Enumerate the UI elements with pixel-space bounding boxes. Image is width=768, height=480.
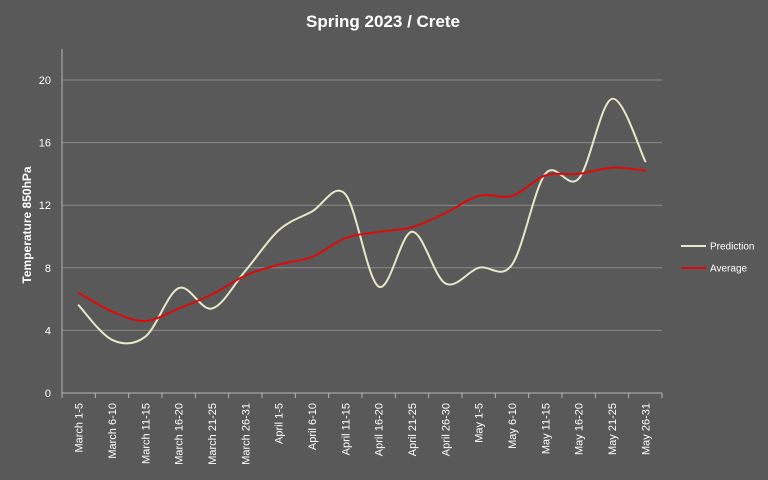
legend-label: Average bbox=[710, 264, 748, 275]
data-point bbox=[544, 174, 546, 176]
x-tick-label: May 1-5 bbox=[474, 403, 486, 443]
data-point bbox=[577, 177, 579, 179]
data-point bbox=[77, 304, 79, 306]
y-tick-label: 12 bbox=[39, 200, 51, 212]
data-point bbox=[244, 274, 246, 276]
y-tick-label: 0 bbox=[45, 388, 51, 400]
data-point bbox=[277, 263, 279, 265]
data-point bbox=[577, 173, 579, 175]
y-axis-label: Temperature 850hPa bbox=[20, 166, 34, 283]
y-tick-label: 20 bbox=[39, 75, 51, 87]
data-point bbox=[144, 335, 146, 337]
x-tick-label: May 11-15 bbox=[540, 403, 552, 454]
data-point bbox=[244, 270, 246, 272]
data-point bbox=[211, 293, 213, 295]
chart-title: Spring 2023 / Crete bbox=[306, 12, 460, 31]
x-tick-label: April 26-30 bbox=[440, 403, 452, 456]
data-point bbox=[77, 292, 79, 294]
x-tick-label: April 16-20 bbox=[374, 403, 386, 456]
data-point bbox=[511, 263, 513, 265]
x-tick-label: April 21-25 bbox=[407, 403, 419, 456]
data-point bbox=[177, 287, 179, 289]
x-tick-label: April 1-5 bbox=[274, 403, 286, 444]
data-point bbox=[644, 170, 646, 172]
data-point bbox=[611, 166, 613, 168]
x-tick-label: March 16-20 bbox=[174, 403, 186, 465]
data-point bbox=[311, 210, 313, 212]
x-tick-label: May 26-31 bbox=[640, 403, 652, 455]
y-tick-label: 16 bbox=[39, 138, 51, 150]
data-point bbox=[344, 237, 346, 239]
data-point bbox=[111, 310, 113, 312]
data-point bbox=[377, 231, 379, 233]
data-point bbox=[477, 195, 479, 197]
data-point bbox=[344, 193, 346, 195]
series-lines bbox=[77, 97, 647, 345]
data-point bbox=[111, 339, 113, 341]
data-point bbox=[177, 307, 179, 309]
data-point bbox=[144, 320, 146, 322]
legend: Prediction Average bbox=[681, 242, 754, 275]
data-point bbox=[377, 285, 379, 287]
y-tick-label: 4 bbox=[45, 325, 51, 337]
data-point bbox=[477, 267, 479, 269]
data-point bbox=[644, 160, 646, 162]
data-point bbox=[511, 195, 513, 197]
x-tick-label: March 6-10 bbox=[107, 403, 119, 459]
data-point bbox=[411, 226, 413, 228]
x-tick-label: March 1-5 bbox=[74, 403, 86, 453]
x-tick-label: April 11-15 bbox=[340, 403, 352, 455]
data-point bbox=[411, 231, 413, 233]
x-tick-label: March 21-25 bbox=[207, 403, 219, 465]
x-tick-label: March 11-15 bbox=[140, 403, 152, 464]
series-line-average bbox=[77, 166, 647, 323]
x-tick-label: May 21-25 bbox=[607, 403, 619, 455]
data-point bbox=[311, 256, 313, 258]
data-point bbox=[611, 98, 613, 100]
data-point bbox=[277, 229, 279, 231]
x-tick-label: May 16-20 bbox=[574, 403, 586, 455]
data-point bbox=[211, 307, 213, 309]
series-line-prediction bbox=[77, 97, 647, 345]
data-point bbox=[444, 282, 446, 284]
x-tick-label: April 6-10 bbox=[307, 403, 319, 450]
data-point bbox=[444, 212, 446, 214]
x-tick-label: May 6-10 bbox=[507, 403, 519, 449]
y-tick-label: 8 bbox=[45, 263, 51, 275]
legend-label: Prediction bbox=[710, 242, 754, 253]
x-tick-label: March 26-31 bbox=[240, 403, 252, 465]
y-axis-ticks: 0 4 8 12 16 20 bbox=[39, 75, 51, 400]
x-axis-ticks: March 1-5 March 6-10 March 11-15 March 16-2… bbox=[61, 393, 663, 465]
